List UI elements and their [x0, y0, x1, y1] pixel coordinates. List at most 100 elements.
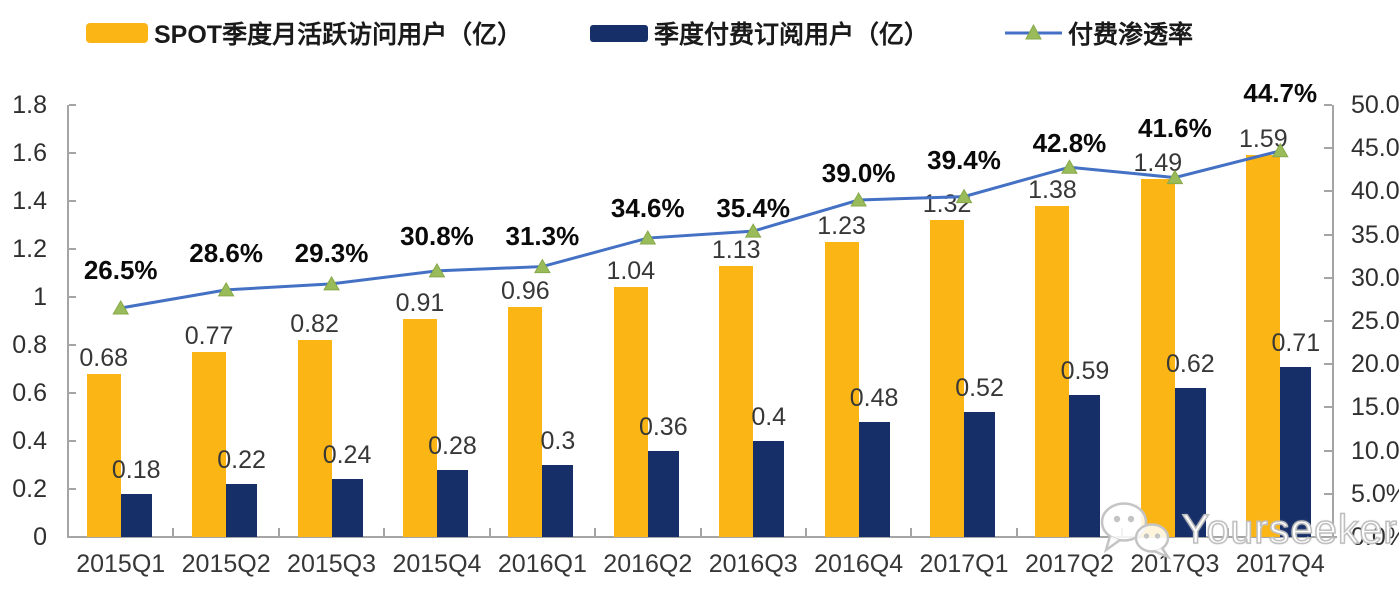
x-axis-tick	[1226, 528, 1229, 536]
y-left-tick-label: 1.6	[12, 139, 47, 167]
watermark: Yourseeker	[1098, 498, 1398, 560]
penetration-label: 31.3%	[505, 220, 580, 251]
subs-bar-label: 0.22	[217, 446, 266, 475]
y-left-tick-label: 0	[33, 523, 47, 551]
mau-bar	[192, 352, 227, 537]
y-left-tick-label: 1.2	[12, 235, 47, 263]
left-axis-tick	[69, 296, 76, 298]
subs-bar	[542, 465, 574, 537]
x-axis-tick	[67, 528, 69, 536]
watermark-text: Yourseeker	[1181, 505, 1398, 553]
left-axis-tick	[69, 152, 76, 154]
right-axis-tick	[1324, 406, 1332, 409]
y-right-tick-label: 30.0%	[1351, 263, 1399, 292]
legend-item-subscribers: 季度付费订阅用户（亿）	[590, 18, 930, 49]
right-axis-tick	[1324, 233, 1332, 236]
x-axis-tick	[488, 528, 491, 536]
penetration-marker-icon	[850, 192, 867, 207]
penetration-marker-icon	[1061, 159, 1078, 174]
wechat-icon	[1100, 502, 1172, 560]
y-right-tick-label: 25.0%	[1351, 307, 1399, 335]
left-axis-tick	[69, 200, 76, 202]
mau-bar-label: 1.32	[922, 190, 972, 219]
x-tick-label: 2016Q2	[603, 550, 693, 578]
subs-bar-label: 0.24	[322, 441, 372, 470]
x-tick-label: 2015Q3	[287, 550, 377, 578]
left-axis-tick	[69, 488, 76, 490]
x-axis-tick	[1015, 528, 1018, 536]
subs-bar-label: 0.36	[638, 412, 688, 441]
y-left-tick-label: 0.8	[12, 331, 47, 359]
mau-bar-label: 0.96	[501, 276, 550, 305]
subs-bar	[1280, 366, 1312, 537]
mau-bar	[613, 287, 648, 537]
x-axis-tick	[277, 528, 280, 536]
right-axis-tick	[1324, 320, 1332, 322]
left-axis-tick	[69, 344, 76, 346]
x-tick-label: 2017Q1	[919, 550, 1009, 578]
x-axis-tick	[804, 528, 807, 536]
mau-bar-label: 0.82	[290, 310, 339, 339]
subs-bar-label: 0.59	[1060, 357, 1110, 386]
mau-bar-label: 0.68	[79, 343, 129, 372]
penetration-marker-icon	[639, 230, 657, 245]
penetration-label: 44.7%	[1243, 77, 1318, 108]
subs-bar	[120, 493, 152, 537]
y-right-tick-label: 35.0%	[1351, 220, 1399, 249]
subs-bar-label: 0.18	[111, 455, 161, 484]
subs-bar	[1174, 388, 1206, 537]
right-axis-tick	[1324, 147, 1332, 150]
right-axis-tick	[1324, 104, 1332, 106]
y-left-tick-label: 1.4	[12, 187, 47, 215]
x-tick-label: 2015Q2	[181, 550, 271, 578]
subs-bar	[226, 484, 258, 537]
left-axis-tick	[69, 392, 76, 394]
legend-item-penetration: 付费渗透率	[1005, 18, 1194, 49]
subs-bar	[1069, 395, 1101, 537]
mau-bar-label: 1.49	[1133, 149, 1183, 178]
subs-bar-label: 0.71	[1271, 328, 1321, 357]
x-tick-label: 2017Q4	[1235, 550, 1325, 578]
subs-bar-label: 0.3	[540, 427, 576, 455]
mau-bar-label: 1.59	[1238, 125, 1288, 154]
subs-bar-label: 0.28	[428, 431, 477, 460]
left-axis-tick	[69, 248, 76, 250]
mau-swatch-icon	[86, 23, 148, 43]
penetration-line-marker-icon	[1005, 23, 1062, 40]
mau-bar	[719, 265, 754, 537]
penetration-marker-icon	[112, 300, 130, 315]
legend-label-penetration: 付费渗透率	[1068, 21, 1194, 49]
y-right-tick-label: 20.0%	[1351, 350, 1399, 379]
penetration-marker-icon	[534, 258, 551, 274]
mau-bar	[297, 340, 332, 537]
mau-bar	[86, 373, 121, 537]
x-tick-label: 2017Q3	[1130, 550, 1220, 578]
mau-bar-label: 1.13	[711, 235, 761, 264]
left-axis-line	[67, 105, 69, 537]
x-axis-tick	[172, 528, 175, 536]
y-left-tick-label: 0.4	[12, 427, 47, 455]
right-axis-tick	[1324, 449, 1332, 452]
subs-bar	[331, 479, 363, 537]
subs-bar-label: 0.48	[849, 383, 899, 412]
y-left-tick-label: 0.2	[12, 475, 47, 503]
penetration-marker-icon	[323, 275, 340, 291]
right-axis-line	[1332, 105, 1334, 537]
right-axis-tick	[1324, 363, 1332, 366]
legend-label-subscribers: 季度付费订阅用户（亿）	[654, 21, 930, 49]
mau-bar-label: 1.23	[817, 211, 866, 240]
right-axis-tick	[1324, 492, 1332, 495]
mau-bar-label: 0.77	[184, 322, 234, 351]
subs-bar-label: 0.52	[955, 374, 1004, 403]
subscribers-swatch-icon	[590, 24, 648, 42]
right-axis-tick	[1324, 276, 1332, 279]
left-axis-tick	[69, 440, 76, 442]
mau-bar-label: 0.91	[395, 288, 445, 317]
legend-label-mau: SPOT季度月活跃访问用户（亿）	[154, 21, 523, 49]
bottom-axis-line	[67, 536, 1337, 538]
x-axis-tick	[1332, 528, 1334, 536]
subs-bar	[753, 441, 785, 537]
y-right-tick-label: 10.0%	[1351, 436, 1399, 465]
x-tick-label: 2015Q4	[392, 550, 482, 578]
